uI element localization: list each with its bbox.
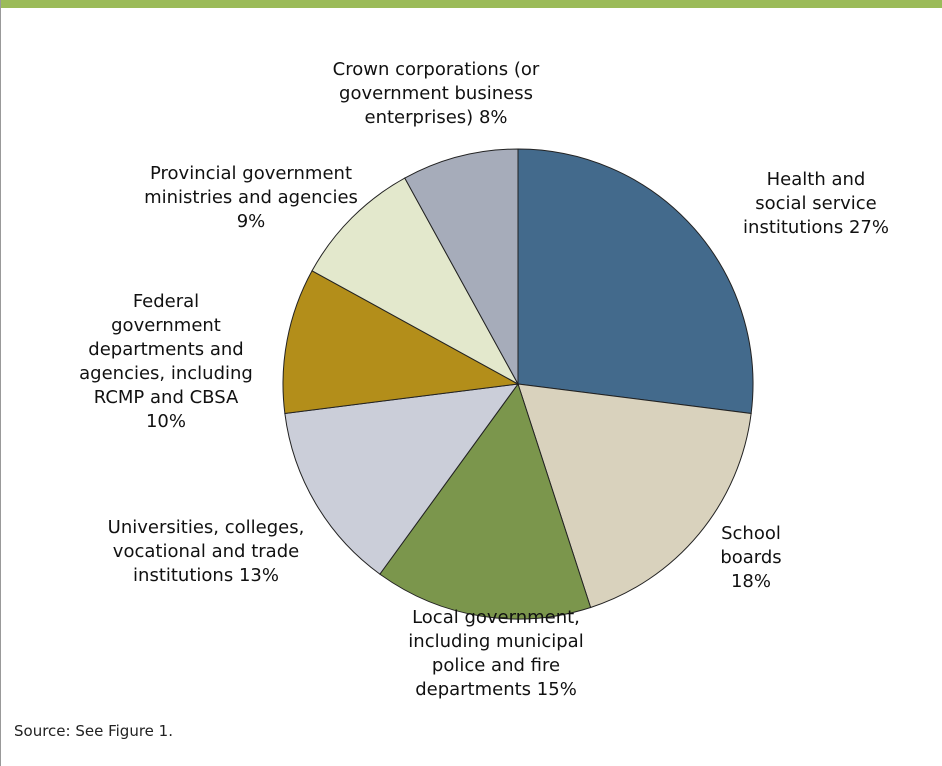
slice-label: Federal government departments and agenc… xyxy=(76,290,256,434)
slice-label: Crown corporations (or government busine… xyxy=(319,58,554,130)
category-label: Provincial government ministries and age… xyxy=(144,163,358,208)
slice-label: Local government, including municipal po… xyxy=(401,606,591,702)
category-label: Local government, including municipal po… xyxy=(408,607,584,700)
value-label: 8% xyxy=(478,107,508,128)
pie-slice xyxy=(379,382,592,620)
pie-slice xyxy=(517,383,752,609)
pie-slice xyxy=(284,383,520,575)
value-label: 18% xyxy=(730,571,771,592)
value-label: 10% xyxy=(145,411,186,432)
slice-label: Universities, colleges, vocational and t… xyxy=(96,516,316,588)
top-bar xyxy=(1,0,942,8)
pie-slice xyxy=(282,270,520,415)
pie-slice xyxy=(404,148,519,385)
slice-label: Health and social service institutions 2… xyxy=(741,168,891,240)
slice-label: Provincial government ministries and age… xyxy=(136,162,366,234)
value-label: 27% xyxy=(848,217,889,238)
value-label: 9% xyxy=(236,211,266,232)
value-label: 13% xyxy=(238,565,279,586)
category-label: Health and social service institutions xyxy=(743,169,877,238)
value-label: 15% xyxy=(536,679,577,700)
category-label: Crown corporations (or government busine… xyxy=(332,59,540,128)
pie-slice xyxy=(517,148,754,415)
pie-slice xyxy=(311,177,520,386)
category-label: Federal government departments and agenc… xyxy=(79,291,253,408)
source-note: Source: See Figure 1. xyxy=(14,722,173,740)
slice-label: School boards 18% xyxy=(716,522,786,594)
category-label: Universities, colleges, vocational and t… xyxy=(107,517,305,586)
category-label: School boards xyxy=(720,523,782,568)
